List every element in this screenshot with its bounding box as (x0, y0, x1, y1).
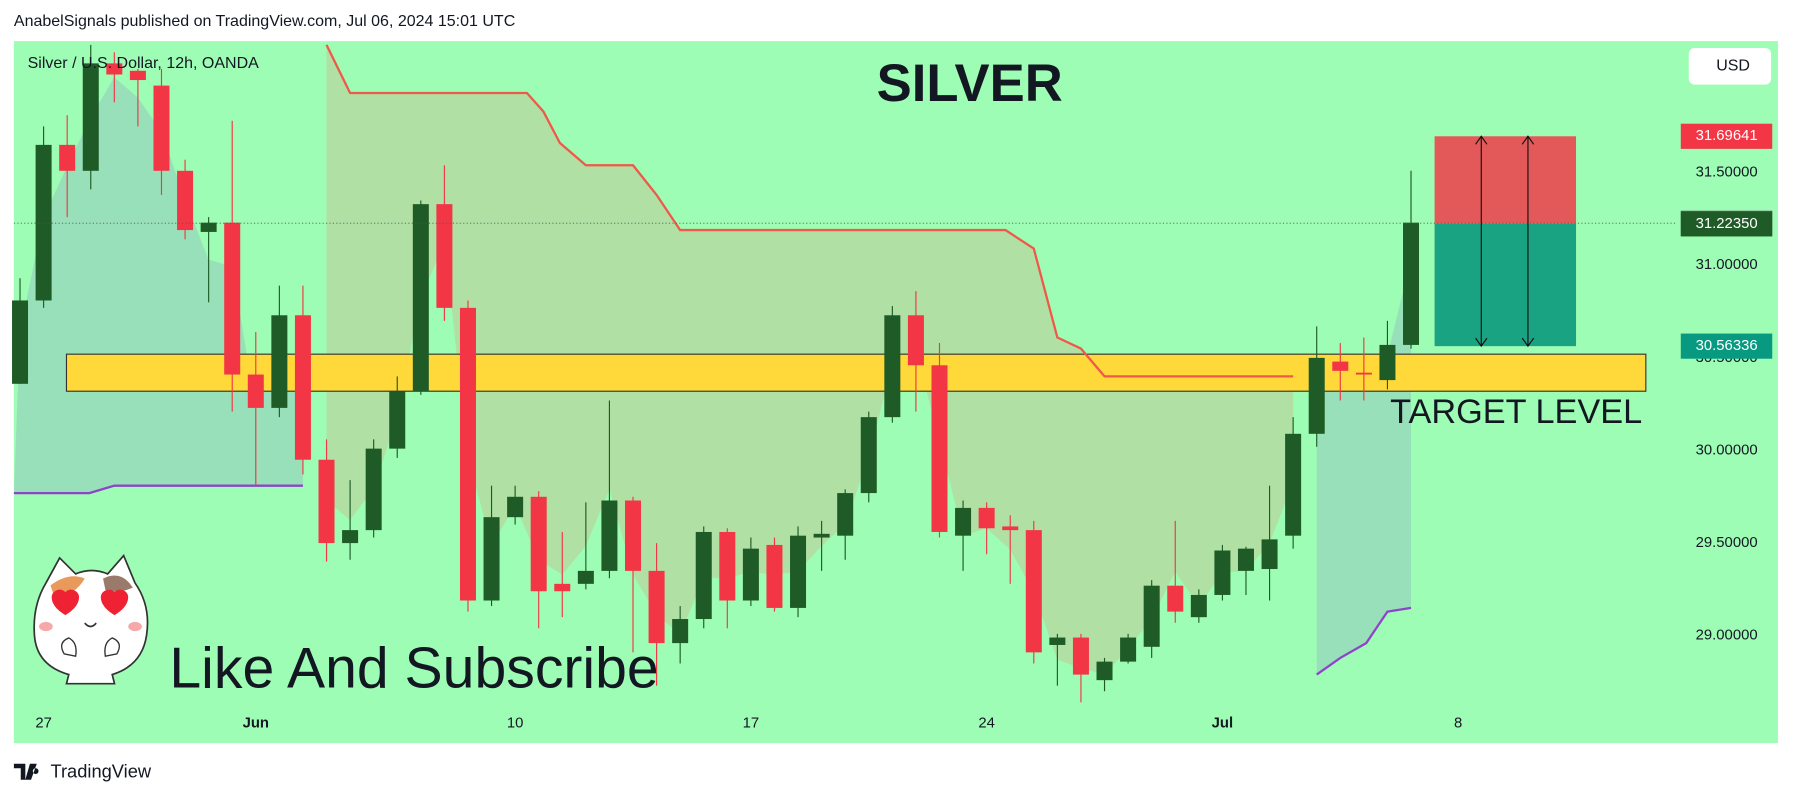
candle-body (389, 391, 406, 449)
candle-body (412, 204, 429, 392)
candle-body (790, 535, 807, 608)
candle-body (59, 144, 76, 171)
logo (13, 763, 39, 780)
footer: TradingView (50, 761, 151, 782)
candle-body (342, 530, 359, 544)
arrow-head (1475, 135, 1488, 348)
candle-body (318, 459, 335, 544)
candle-body (459, 307, 476, 601)
price-label-box (1680, 211, 1773, 237)
candle-body (601, 500, 618, 571)
candle-body (153, 85, 170, 171)
x-tick-label: 10 (507, 716, 524, 732)
candle-body (766, 544, 783, 608)
candle-body (1355, 372, 1372, 375)
candle-body (177, 170, 194, 231)
candle-body (1120, 637, 1137, 662)
currency-box[interactable] (1688, 48, 1772, 85)
candle-body (1285, 433, 1302, 536)
y-tick-label: 30.00000 (1696, 442, 1758, 458)
candle-body (1002, 526, 1019, 531)
candle-body (577, 570, 594, 584)
candle-body (82, 63, 99, 171)
subtitle: Silver / U.S. Dollar, 12h, OANDA (28, 55, 260, 72)
candle-body (1214, 550, 1231, 595)
candle-body (1167, 585, 1184, 612)
price-label-box (1680, 123, 1773, 149)
arrow-head (1521, 135, 1535, 348)
price-label: 31.69641 (1696, 128, 1758, 144)
candle-body (1025, 530, 1042, 653)
candle-body (1237, 548, 1254, 571)
candle-body (1072, 637, 1089, 675)
candle-body (294, 315, 311, 460)
x-tick-label: Jun (243, 716, 269, 732)
candle-body (1332, 361, 1349, 371)
candle-body (271, 315, 288, 408)
x-tick-label: Jul (1212, 716, 1233, 732)
x-tick-label: 24 (978, 716, 995, 732)
candle-body (129, 70, 146, 81)
stop-zone (1434, 136, 1577, 224)
candle-body (1190, 594, 1207, 618)
candle-body (483, 517, 500, 601)
candle-body (648, 570, 665, 644)
price-label: 31.22350 (1696, 216, 1758, 232)
candle-body (978, 507, 995, 529)
candle-body (695, 531, 712, 620)
candle-body (860, 417, 877, 494)
indicator-line (1316, 606, 1412, 676)
candle-body (1379, 344, 1396, 381)
header: AnabelSignals published on TradingView.c… (14, 13, 515, 30)
candle-body (1308, 357, 1325, 434)
indicator-line (13, 484, 303, 495)
candle-body (200, 222, 217, 232)
candle-body (106, 63, 123, 75)
candle-body (436, 204, 453, 308)
currency[interactable]: USD (1716, 58, 1750, 75)
candle-body (625, 500, 642, 571)
chart-title: SILVER (877, 54, 1063, 113)
candle-body (672, 619, 689, 644)
candle-body (247, 374, 264, 408)
target-zone (1434, 223, 1577, 347)
candle-body (1143, 585, 1160, 647)
x-tick-label: 8 (1454, 716, 1462, 732)
candle-body (554, 583, 571, 592)
candle-body (530, 496, 547, 592)
candle-body (931, 365, 948, 532)
candle-body (884, 315, 901, 418)
sticker (33, 554, 149, 685)
candle-body (813, 533, 830, 538)
candle-body (365, 448, 382, 531)
candle-body (907, 315, 924, 366)
y-tick-label: 29.00000 (1696, 628, 1758, 644)
candle-body (224, 222, 241, 375)
candle-body (1096, 661, 1113, 681)
candle-body (12, 300, 29, 384)
candle-body (742, 548, 759, 601)
y-tick-label: 29.50000 (1696, 535, 1758, 551)
x-tick-label: 27 (35, 716, 52, 732)
candle-body (955, 507, 972, 536)
annotation: Like And Subscribe (169, 636, 658, 700)
annotation: TARGET LEVEL (1390, 393, 1642, 431)
candle-body (1403, 222, 1420, 345)
indicator-line (325, 44, 1294, 378)
candle-body (1049, 637, 1066, 645)
candle-body (1261, 539, 1278, 570)
price-label-box (1680, 333, 1773, 359)
candle-body (507, 496, 524, 518)
candle-body (35, 144, 52, 301)
y-tick-label: 31.00000 (1696, 257, 1758, 273)
y-tick-label: 31.50000 (1696, 165, 1758, 181)
x-tick-label: 17 (743, 716, 760, 732)
candle-body (837, 493, 854, 536)
price-label: 30.56336 (1696, 338, 1758, 354)
candle-body (719, 531, 736, 601)
